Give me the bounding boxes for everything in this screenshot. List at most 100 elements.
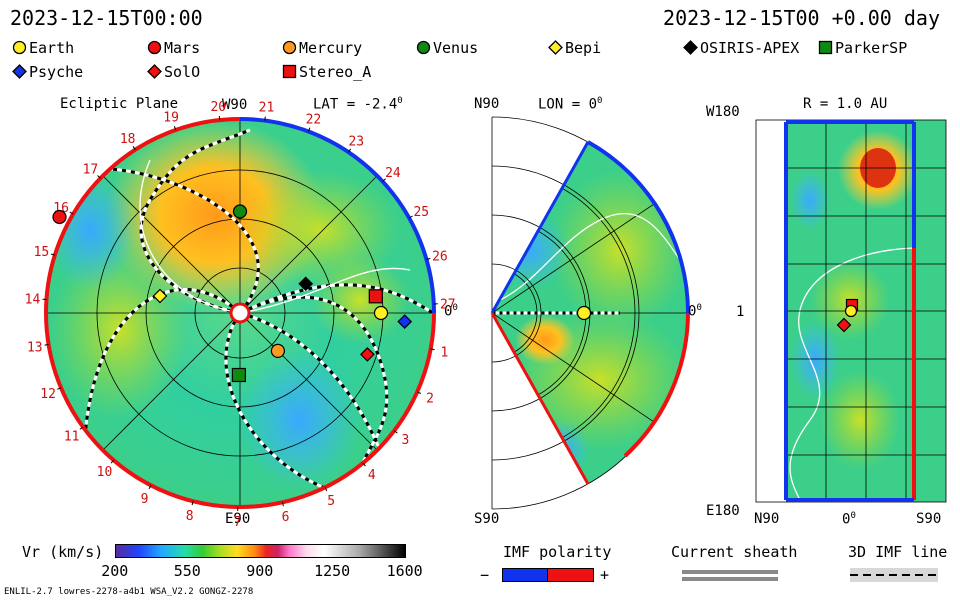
meridional-bottom-label: S90 xyxy=(474,511,500,527)
sector-label-23: 23 xyxy=(348,135,364,150)
legend-item-osiris-apex: OSIRIS-APEX xyxy=(683,39,799,57)
imf-polarity-title: IMF polarity xyxy=(503,543,612,561)
sector-label-17: 17 xyxy=(83,163,99,178)
synoptic-top-left: W180 xyxy=(706,104,740,120)
legend-item-mars: Mars xyxy=(147,39,200,57)
sector-tick xyxy=(426,257,431,260)
marker-mercury xyxy=(270,343,285,358)
marker-venus xyxy=(232,204,248,219)
synoptic-x-label-n90: N90 xyxy=(754,511,780,527)
current-sheath-swatch-2 xyxy=(682,577,778,581)
sector-label-14: 14 xyxy=(25,293,41,308)
sector-tick xyxy=(44,344,49,346)
sector-tick xyxy=(408,215,413,219)
imf3d-title: 3D IMF line xyxy=(848,543,948,561)
sector-label-7: 7 xyxy=(234,515,242,530)
marker-stereo-a xyxy=(368,289,383,304)
colorbar-tick-1250: 1250 xyxy=(314,562,351,580)
marker-bepi xyxy=(152,288,168,304)
legend-item-earth: Earth xyxy=(12,39,74,57)
colorbar-tick-900: 900 xyxy=(246,562,274,580)
date-left: 2023-12-15T00:00 xyxy=(10,6,203,30)
sector-tick xyxy=(69,211,74,215)
sector-tick xyxy=(148,485,152,490)
imf3d-swatch xyxy=(850,568,938,582)
sector-tick xyxy=(348,148,352,153)
sector-label-22: 22 xyxy=(306,112,322,127)
sector-label-27: 27 xyxy=(440,297,456,312)
sector-tick xyxy=(110,459,114,464)
sector-tick xyxy=(264,116,266,121)
sector-tick xyxy=(282,502,284,507)
sector-tick xyxy=(79,426,84,430)
legend-item-psyche: Psyche xyxy=(12,63,83,81)
marker-solo xyxy=(836,317,852,333)
sector-label-8: 8 xyxy=(186,509,194,524)
ecliptic-lat: LAT = -2.40 xyxy=(313,96,403,113)
sector-tick xyxy=(382,178,386,182)
ecliptic-right-label: 00 xyxy=(444,303,458,320)
sector-label-5: 5 xyxy=(327,494,335,509)
imf-negative-swatch xyxy=(502,568,549,582)
legend-item-mercury: Mercury xyxy=(282,39,362,57)
sector-label-25: 25 xyxy=(413,205,429,220)
sector-tick xyxy=(57,387,62,390)
current-sheath-swatch-1 xyxy=(682,570,778,574)
sector-label-10: 10 xyxy=(97,465,113,480)
marker-earth xyxy=(576,305,592,321)
marker-solo xyxy=(360,347,375,362)
sector-tick xyxy=(362,462,366,467)
sector-label-15: 15 xyxy=(34,245,50,260)
sector-tick xyxy=(50,253,55,256)
synoptic-title: R = 1.0 AU xyxy=(803,96,888,112)
imf-plus: + xyxy=(600,566,610,584)
synoptic-x-label-s90: S90 xyxy=(916,511,942,527)
sector-tick xyxy=(308,127,311,132)
sector-tick xyxy=(430,348,435,351)
imf-minus: − xyxy=(480,566,490,584)
legend-item-parkersp: ParkerSP xyxy=(818,39,907,57)
sector-label-21: 21 xyxy=(259,101,275,116)
synoptic-x-label-0: 00 xyxy=(842,511,856,528)
sector-label-26: 26 xyxy=(432,250,448,265)
legend-item-stereo-a: Stereo_A xyxy=(282,63,371,81)
ecliptic-bottom-label: E90 xyxy=(225,511,251,527)
colorbar-label: Vr (km/s) xyxy=(22,543,104,561)
sector-tick xyxy=(417,391,422,394)
synoptic-mid-left: 1 xyxy=(736,304,745,320)
sector-tick xyxy=(97,175,101,179)
sector-label-20: 20 xyxy=(210,100,226,115)
marker-earth xyxy=(373,305,389,321)
sector-label-11: 11 xyxy=(64,429,80,444)
colorbar-tick-1600: 1600 xyxy=(386,562,423,580)
sector-label-18: 18 xyxy=(120,132,136,147)
marker-mars xyxy=(52,209,67,225)
sector-tick xyxy=(191,501,194,506)
sector-label-3: 3 xyxy=(401,433,409,448)
marker-parkersp xyxy=(231,367,246,383)
sector-label-9: 9 xyxy=(141,492,149,507)
synoptic-bottom-left: E180 xyxy=(706,503,740,519)
ecliptic-top-label: W90 xyxy=(222,97,248,113)
date-right: 2023-12-15T00 +0.00 day xyxy=(663,6,940,30)
sector-label-1: 1 xyxy=(440,346,448,361)
sector-tick xyxy=(173,126,177,131)
sector-label-6: 6 xyxy=(282,510,290,525)
sector-label-12: 12 xyxy=(40,387,56,402)
colorbar-tick-200: 200 xyxy=(101,562,129,580)
sector-tick xyxy=(324,487,328,492)
marker-earth xyxy=(844,304,858,318)
meridional-right-label: 00 xyxy=(688,303,702,320)
legend-item-bepi: Bepi xyxy=(548,39,601,57)
legend-item-venus: Venus xyxy=(416,39,478,57)
sector-label-2: 2 xyxy=(426,392,434,407)
ecliptic-title: Ecliptic Plane xyxy=(60,96,179,112)
legend-item-solo: SolO xyxy=(147,63,200,81)
sector-tick xyxy=(132,146,136,150)
meridional-lon: LON = 00 xyxy=(538,96,603,113)
footer-text: ENLIL-2.7 lowres-2278-a4b1 WSA_V2.2 GONG… xyxy=(4,587,254,597)
colorbar xyxy=(115,544,406,558)
sector-label-13: 13 xyxy=(27,341,43,356)
colorbar-tick-550: 550 xyxy=(173,562,201,580)
